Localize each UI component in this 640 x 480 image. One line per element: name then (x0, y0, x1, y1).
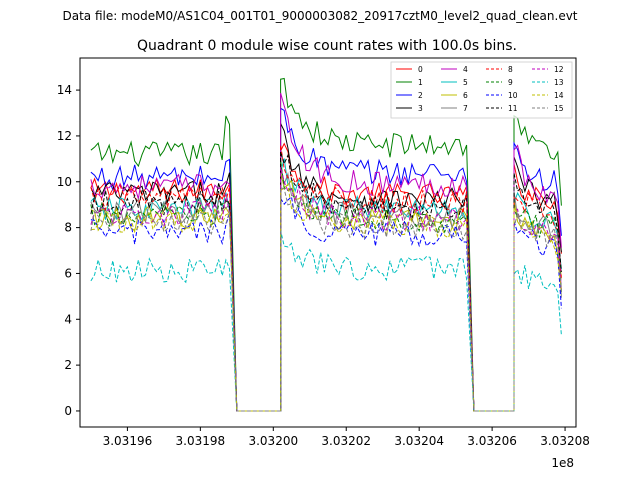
legend-label-8: 8 (508, 65, 513, 74)
series-layer (90, 77, 562, 412)
legend-label-2: 2 (418, 91, 423, 100)
series-line-4 (90, 92, 562, 412)
y-tick-label: 14 (57, 83, 72, 97)
legend-box (390, 61, 573, 119)
legend-label-0: 0 (418, 65, 423, 74)
series-line-12 (90, 166, 562, 412)
legend-label-4: 4 (463, 65, 468, 74)
legend-label-9: 9 (508, 78, 513, 87)
x-tick-label: 3.03204 (394, 434, 444, 448)
y-tick-label: 0 (64, 404, 72, 418)
legend-label-14: 14 (554, 91, 564, 100)
plot-area (79, 57, 577, 428)
y-tick-label: 10 (57, 175, 72, 189)
series-line-8 (90, 144, 562, 412)
y-tick-label: 8 (64, 221, 72, 235)
legend-label-12: 12 (554, 65, 564, 74)
legend-label-10: 10 (508, 91, 518, 100)
y-tick-label: 2 (64, 358, 72, 372)
legend-label-5: 5 (463, 78, 468, 87)
y-tick-label: 6 (64, 266, 72, 280)
series-line-2 (90, 107, 562, 412)
series-line-1 (90, 77, 562, 412)
chart-suptitle: Data file: modeM0/AS1C04_001T01_90000030… (62, 9, 577, 23)
series-line-11 (90, 151, 562, 412)
legend-label-1: 1 (418, 78, 423, 87)
x-tick-label: 3.03202 (321, 434, 371, 448)
legend-label-7: 7 (463, 104, 468, 113)
x-tick-label: 3.03206 (467, 434, 517, 448)
series-line-15 (90, 187, 562, 412)
x-tick-label: 3.03200 (248, 434, 298, 448)
series-line-10 (90, 195, 562, 412)
chart-title: Quadrant 0 module wise count rates with … (137, 38, 517, 54)
legend-label-15: 15 (554, 104, 564, 113)
x-tick-label: 3.03198 (176, 434, 226, 448)
y-tick-label: 12 (57, 129, 72, 143)
legend-label-13: 13 (554, 78, 564, 87)
legend-label-6: 6 (463, 91, 468, 100)
x-tick-label: 3.03208 (540, 434, 590, 448)
legend-label-11: 11 (508, 104, 518, 113)
series-line-13 (90, 230, 562, 412)
series-line-14 (90, 183, 562, 412)
x-axis: 3.03196 3.03198 3.03200 3.03202 3.03204 3.032… (103, 427, 590, 448)
x-offset-label: 1e8 (551, 456, 574, 470)
legend-label-3: 3 (418, 104, 423, 113)
series-line-9 (90, 160, 562, 412)
x-tick-label: 3.03196 (103, 434, 153, 448)
y-axis: 0 2 4 6 8 10 12 14 (57, 83, 80, 418)
axes-frame (79, 57, 577, 428)
series-line-3 (90, 123, 562, 412)
y-tick-label: 4 (64, 312, 72, 326)
